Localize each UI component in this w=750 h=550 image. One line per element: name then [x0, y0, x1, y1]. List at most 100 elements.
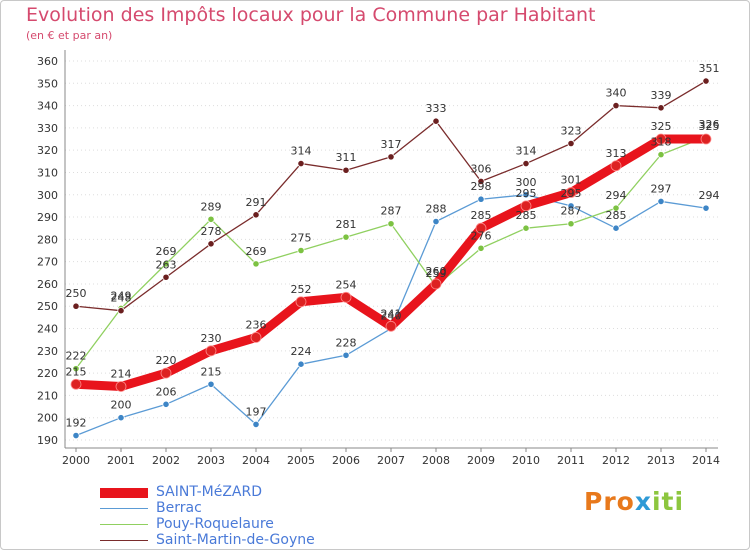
data-label-pouy-roquelaure: 294: [606, 189, 627, 202]
data-point-saint-martin-de-goyne: [342, 166, 350, 174]
data-label-pouy-roquelaure: 318: [651, 136, 672, 149]
data-label-saint-m-zard: 295: [516, 187, 537, 200]
data-point-saint-martin-de-goyne: [522, 159, 530, 168]
data-point-saint-m-zard: [205, 345, 217, 357]
y-tick-label: 250: [37, 300, 58, 313]
x-tick-label: 2006: [332, 454, 360, 467]
data-point-saint-m-zard: [340, 291, 352, 303]
data-label-berrac: 288: [426, 203, 447, 216]
data-label-berrac: 215: [201, 365, 222, 378]
legend-label-saint-mezard: SAINT-MéZARD: [156, 484, 263, 500]
x-tick-label: 2012: [602, 454, 630, 467]
data-label-pouy-roquelaure: 287: [381, 205, 402, 218]
data-point-berrac: [252, 420, 260, 428]
data-label-berrac: 285: [606, 209, 627, 222]
x-tick-label: 2009: [467, 454, 495, 467]
data-point-berrac: [657, 197, 665, 206]
data-point-saint-m-zard: [250, 332, 262, 343]
y-tick-label: 210: [37, 389, 58, 402]
data-point-berrac: [432, 217, 440, 226]
data-point-saint-martin-de-goyne: [477, 177, 485, 185]
data-point-pouy-roquelaure: [657, 151, 665, 159]
data-point-saint-m-zard: [565, 187, 577, 198]
data-label-berrac: 224: [291, 345, 312, 358]
legend-label-pouy-roquelaure: Pouy-Roquelaure: [156, 516, 274, 532]
y-tick-label: 190: [37, 434, 58, 447]
data-label-saint-m-zard: 241: [381, 307, 402, 320]
data-label-pouy-roquelaure: 259: [426, 267, 447, 280]
legend-swatch-berrac: [100, 508, 148, 509]
data-label-saint-martin-de-goyne: 351: [699, 62, 720, 75]
data-point-saint-martin-de-goyne: [702, 77, 710, 85]
logo-part-3: iti: [651, 487, 685, 516]
data-label-pouy-roquelaure: 222: [66, 350, 87, 363]
data-label-pouy-roquelaure: 289: [201, 200, 222, 213]
data-label-pouy-roquelaure: 281: [336, 218, 357, 231]
x-tick-label: 2008: [422, 454, 450, 467]
data-point-berrac: [567, 202, 575, 210]
data-label-berrac: 300: [516, 176, 537, 189]
y-tick-label: 290: [37, 211, 58, 224]
y-tick-label: 200: [37, 412, 58, 425]
y-tick-label: 330: [37, 122, 58, 135]
logo-part-1: Pro: [584, 487, 635, 516]
chart-title: Evolution des Impôts locaux pour la Comm…: [26, 4, 596, 26]
legend-swatch-saint-martin-de-goyne: [100, 540, 148, 541]
legend-label-berrac: Berrac: [156, 500, 202, 516]
x-tick-label: 2014: [692, 454, 720, 467]
data-point-saint-martin-de-goyne: [252, 211, 260, 219]
data-label-pouy-roquelaure: 269: [246, 245, 267, 258]
data-label-saint-m-zard: 254: [336, 278, 357, 291]
x-tick-label: 2011: [557, 454, 585, 467]
data-point-saint-martin-de-goyne: [297, 159, 305, 168]
data-label-pouy-roquelaure: 287: [561, 205, 582, 218]
data-point-pouy-roquelaure: [162, 260, 170, 268]
data-point-berrac: [477, 195, 485, 203]
data-point-saint-m-zard: [475, 222, 487, 234]
data-point-berrac: [612, 224, 620, 232]
data-label-saint-m-zard: 252: [291, 283, 312, 296]
data-point-pouy-roquelaure: [612, 204, 620, 212]
data-point-pouy-roquelaure: [252, 260, 260, 268]
x-tick-label: 2003: [197, 454, 225, 467]
y-tick-label: 300: [37, 189, 58, 202]
data-point-saint-m-zard: [385, 320, 397, 332]
data-label-saint-martin-de-goyne: 278: [201, 225, 222, 238]
data-label-saint-m-zard: 260: [426, 265, 447, 278]
y-tick-label: 240: [37, 323, 58, 336]
x-tick-label: 2000: [62, 454, 90, 467]
y-tick-label: 360: [37, 55, 58, 68]
data-point-saint-martin-de-goyne: [657, 104, 665, 112]
y-tick-label: 220: [37, 367, 58, 380]
data-label-saint-m-zard: 301: [561, 174, 582, 187]
y-tick-label: 280: [37, 233, 58, 246]
data-point-berrac: [162, 400, 170, 408]
legend-label-saint-martin-de-goyne: Saint-Martin-de-Goyne: [156, 532, 315, 548]
data-label-pouy-roquelaure: 275: [291, 232, 312, 245]
y-tick-label: 230: [37, 345, 58, 358]
y-tick-label: 340: [37, 100, 58, 113]
data-point-berrac: [117, 414, 125, 422]
data-label-saint-m-zard: 230: [201, 332, 222, 345]
data-point-berrac: [522, 191, 530, 199]
data-point-berrac: [342, 351, 350, 359]
logo-part-2: x: [634, 487, 652, 516]
data-label-pouy-roquelaure: 326: [699, 118, 720, 131]
data-label-saint-martin-de-goyne: 250: [66, 287, 87, 300]
data-point-saint-m-zard: [295, 296, 307, 308]
chart-subtitle: (en € et par an): [26, 29, 113, 42]
data-label-saint-m-zard: 220: [156, 354, 177, 367]
data-label-saint-martin-de-goyne: 248: [111, 292, 132, 305]
legend-swatch-pouy-roquelaure: [100, 524, 148, 525]
data-label-saint-m-zard: 325: [651, 120, 672, 133]
data-label-berrac: 298: [471, 180, 492, 193]
y-tick-label: 260: [37, 278, 58, 291]
data-point-saint-martin-de-goyne: [207, 240, 215, 248]
data-label-saint-m-zard: 325: [699, 120, 720, 133]
x-tick-label: 2004: [242, 454, 270, 467]
data-point-saint-m-zard: [160, 367, 172, 379]
data-point-saint-martin-de-goyne: [72, 302, 80, 310]
data-label-saint-m-zard: 215: [66, 365, 87, 378]
y-tick-label: 270: [37, 256, 58, 269]
data-label-berrac: 295: [561, 187, 582, 200]
